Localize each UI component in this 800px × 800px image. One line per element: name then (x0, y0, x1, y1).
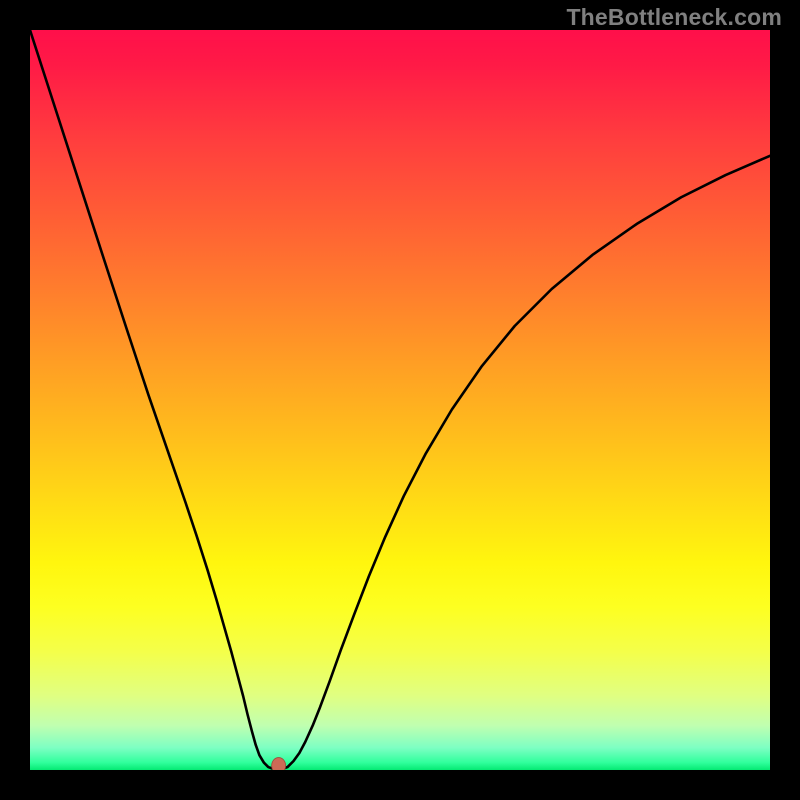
plot-svg (30, 30, 770, 770)
gradient-background (30, 30, 770, 770)
plot-area (30, 30, 770, 770)
watermark-label: TheBottleneck.com (566, 4, 782, 31)
optimal-point-marker (272, 758, 286, 770)
